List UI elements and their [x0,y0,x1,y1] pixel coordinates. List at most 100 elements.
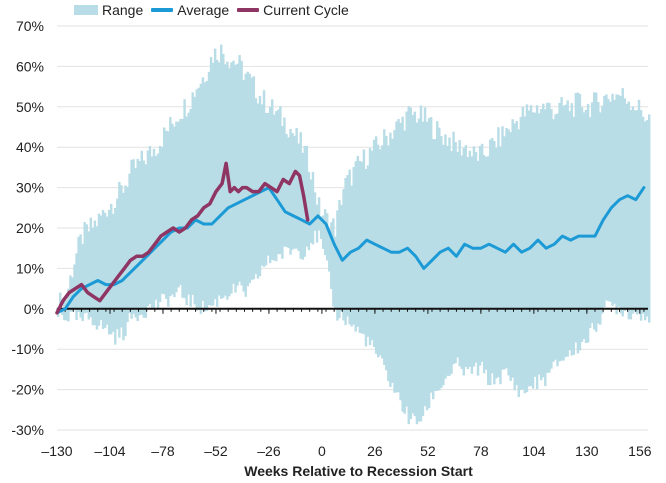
range-bar [61,311,64,316]
range-bar [144,164,148,318]
x-tick-label: –104 [94,443,125,459]
x-tick-label: –78 [151,443,175,459]
range-bar [285,133,288,247]
range-bar [592,92,596,330]
range-bar [607,99,610,302]
range-bar [582,112,586,340]
range-bar [434,139,437,391]
y-tick-label: 30% [16,180,44,196]
range-bar [381,145,384,359]
range-bar [641,116,645,314]
range-bar [240,60,243,286]
range-bar [360,161,364,334]
range-bar [468,150,472,367]
range-bar [124,185,127,337]
range-bar [444,134,447,379]
range-bar [136,158,139,322]
range-bar [387,145,390,382]
range-bar [326,213,329,261]
range-bar [215,59,219,307]
range-bar [639,110,643,321]
range-bar [413,111,417,417]
range-bar [97,213,101,326]
x-tick-label: 130 [575,443,599,459]
range-bar [83,222,86,314]
range-bar [71,277,74,312]
range-bar [385,135,388,371]
range-bar [160,147,164,294]
range-bar [546,102,549,373]
range-bar [289,129,292,255]
y-tick-label: 0% [24,301,44,317]
range-bar [403,130,406,414]
range-bar [489,139,492,386]
range-bar [109,203,113,335]
range-bar [478,145,482,366]
range-bar [599,112,602,325]
range-bar [452,131,455,365]
range-bar [213,48,217,300]
range-bar [415,122,419,425]
range-bar [629,109,633,320]
range-bar [637,99,641,313]
range-bar [77,236,80,313]
range-bar [619,96,622,314]
y-tick-label: 10% [16,260,44,276]
range-bar [454,142,457,364]
range-bar [576,92,580,354]
range-bar [126,186,129,323]
range-bar [515,121,518,386]
range-bar [138,161,141,316]
legend-item-average: Average [151,2,229,18]
range-bar [627,101,631,320]
range-bar [114,207,117,345]
range-bar [187,112,190,295]
range-bar [405,111,408,407]
range-bar [254,98,258,275]
range-bar [570,103,573,356]
range-bar [438,127,441,391]
range-bar [189,108,192,307]
range-bar [401,116,404,412]
x-tick-label: 156 [628,443,652,459]
range-bar [181,118,184,298]
range-bar [118,181,121,338]
range-bar [507,129,510,376]
range-bar [609,101,612,302]
range-bar [501,126,504,370]
range-bar [470,156,474,374]
range-bar [623,98,626,311]
range-bar [105,216,109,325]
range-bar [173,126,176,298]
y-tick-label: 50% [16,99,44,115]
range-bar [389,132,392,388]
range-bar [472,146,476,367]
range-bar [366,165,370,337]
range-bar [499,146,502,385]
range-bar [645,120,649,317]
range-bar [442,144,445,386]
range-bar [407,106,410,425]
range-bar [171,123,174,295]
x-tick-label: –26 [257,443,281,459]
range-bar [205,80,209,312]
range-bar [134,168,137,318]
range-bar [484,156,488,370]
range-bar [523,116,527,394]
range-bar [242,80,245,292]
range-bar [232,60,235,284]
range-bar [376,144,380,358]
range-bar [411,114,415,414]
range-bar [209,57,213,306]
range-bar [332,218,335,307]
legend-swatch-average [151,8,174,12]
range-bar [330,222,333,290]
range-bar [505,127,508,369]
range-bar [89,217,93,318]
range-bar [336,210,339,321]
range-bar [537,113,541,375]
y-tick-label: 70% [16,18,44,34]
range-bar [130,159,133,319]
range-bar [258,95,262,277]
range-bar [252,76,256,280]
